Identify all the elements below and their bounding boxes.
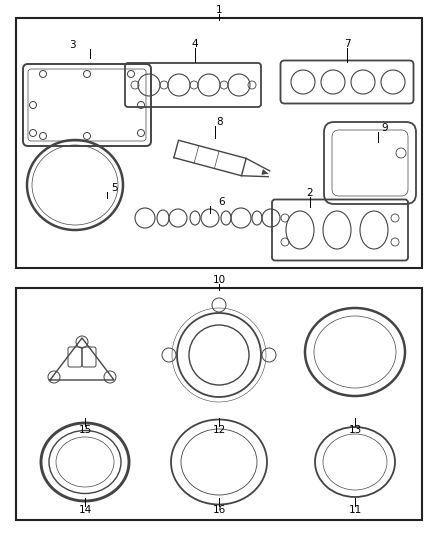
Text: 8: 8 — [217, 117, 223, 127]
Text: 1: 1 — [215, 5, 223, 15]
Text: 15: 15 — [78, 425, 92, 435]
Text: 16: 16 — [212, 505, 226, 515]
Text: 9: 9 — [381, 123, 389, 133]
Bar — [16, 288, 422, 520]
Text: 13: 13 — [348, 425, 362, 435]
Text: 5: 5 — [112, 183, 118, 193]
Text: 4: 4 — [192, 39, 198, 49]
Text: 3: 3 — [69, 40, 75, 50]
Text: 14: 14 — [78, 505, 92, 515]
Text: 6: 6 — [219, 197, 225, 207]
Text: 12: 12 — [212, 425, 226, 435]
Text: 10: 10 — [212, 275, 226, 285]
Text: 11: 11 — [348, 505, 362, 515]
Text: 2: 2 — [307, 188, 313, 198]
Bar — [16, 18, 422, 268]
Text: 7: 7 — [344, 39, 350, 49]
